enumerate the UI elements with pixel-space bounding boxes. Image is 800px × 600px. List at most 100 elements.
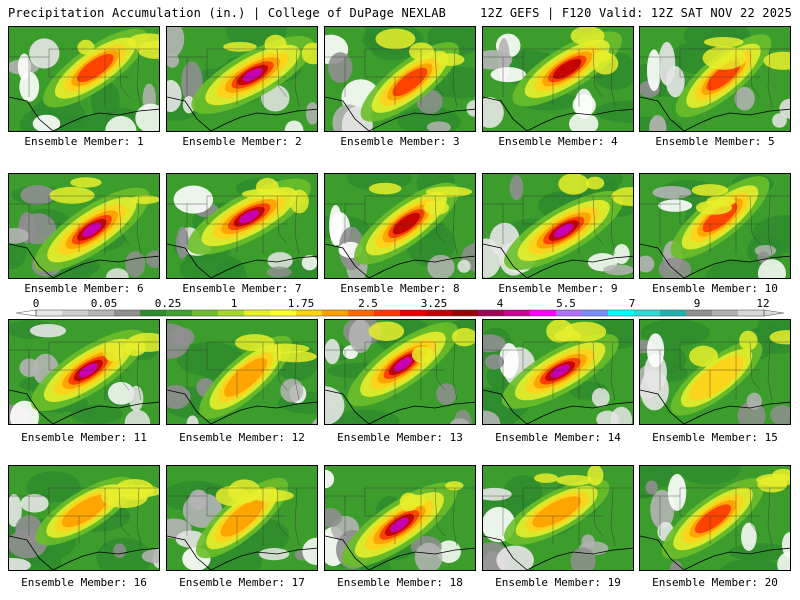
ensemble-member-label-16: Ensemble Member: 16 [21, 576, 147, 589]
precip-map-15 [640, 320, 790, 424]
colorbar-swatch [270, 310, 297, 316]
ensemble-panel-2 [166, 26, 318, 132]
ensemble-panel-15 [639, 319, 791, 425]
ensemble-panel-1 [8, 26, 160, 132]
ensemble-panel-5 [639, 26, 791, 132]
colorbar-tick-label: 5.5 [556, 297, 576, 310]
ensemble-member-label-17: Ensemble Member: 17 [179, 576, 305, 589]
ensemble-member-label-14: Ensemble Member: 14 [495, 431, 621, 444]
precip-map-2 [167, 27, 317, 131]
ensemble-member-label-2: Ensemble Member: 2 [182, 135, 302, 148]
precip-map-14 [483, 320, 633, 424]
ensemble-member-label-6: Ensemble Member: 6 [24, 282, 144, 295]
ensemble-panel-18 [324, 465, 476, 571]
colorbar-left-arrow [15, 309, 37, 317]
colorbar-swatch [166, 310, 193, 316]
ensemble-member-label-8: Ensemble Member: 8 [340, 282, 460, 295]
precip-map-3 [325, 27, 475, 131]
colorbar-tick-label: 2.5 [358, 297, 378, 310]
colorbar-swatch [426, 310, 453, 316]
precip-map-12 [167, 320, 317, 424]
ensemble-member-label-15: Ensemble Member: 15 [652, 431, 778, 444]
colorbar-swatch [192, 310, 219, 316]
run-valid-time: 12Z GEFS | F120 Valid: 12Z SAT NOV 22 20… [480, 6, 792, 20]
colorbar-swatch [530, 310, 557, 316]
ensemble-member-label-18: Ensemble Member: 18 [337, 576, 463, 589]
precip-map-8 [325, 174, 475, 278]
colorbar-swatch [218, 310, 245, 316]
colorbar-swatch [322, 310, 349, 316]
colorbar-swatch [686, 310, 713, 316]
colorbar-swatch [62, 310, 89, 316]
colorbar-tick-label: 9 [693, 297, 701, 310]
precip-map-18 [325, 466, 475, 570]
colorbar-swatch [296, 310, 323, 316]
colorbar-tick-label: 0.25 [154, 297, 182, 310]
ensemble-panel-16 [8, 465, 160, 571]
precip-colorbar [15, 309, 785, 317]
precip-map-7 [167, 174, 317, 278]
ensemble-member-label-20: Ensemble Member: 20 [652, 576, 778, 589]
colorbar-swatch [582, 310, 609, 316]
colorbar-swatch [556, 310, 583, 316]
precip-map-10 [640, 174, 790, 278]
ensemble-panel-10 [639, 173, 791, 279]
ensemble-member-label-12: Ensemble Member: 12 [179, 431, 305, 444]
precip-map-5 [640, 27, 790, 131]
ensemble-member-label-7: Ensemble Member: 7 [182, 282, 302, 295]
precip-map-11 [9, 320, 159, 424]
colorbar-tick-label: 3.25 [420, 297, 448, 310]
colorbar-tick-label: 12 [756, 297, 770, 310]
precip-map-17 [167, 466, 317, 570]
colorbar-swatch [504, 310, 531, 316]
ensemble-panel-19 [482, 465, 634, 571]
ensemble-panel-9 [482, 173, 634, 279]
precip-map-1 [9, 27, 159, 131]
ensemble-panel-4 [482, 26, 634, 132]
ensemble-member-label-11: Ensemble Member: 11 [21, 431, 147, 444]
chart-title: Precipitation Accumulation (in.) | Colle… [8, 6, 447, 20]
colorbar-swatch [478, 310, 505, 316]
precip-map-13 [325, 320, 475, 424]
colorbar-swatch [114, 310, 141, 316]
ensemble-panel-12 [166, 319, 318, 425]
colorbar-swatch [634, 310, 661, 316]
precip-map-19 [483, 466, 633, 570]
colorbar-swatch [452, 310, 479, 316]
ensemble-panel-13 [324, 319, 476, 425]
colorbar-swatch [36, 310, 63, 316]
ensemble-panel-8 [324, 173, 476, 279]
ensemble-member-label-9: Ensemble Member: 9 [498, 282, 618, 295]
ensemble-panel-11 [8, 319, 160, 425]
precip-map-20 [640, 466, 790, 570]
ensemble-panel-14 [482, 319, 634, 425]
ensemble-panel-17 [166, 465, 318, 571]
colorbar-tick-label: 1 [230, 297, 238, 310]
precip-map-16 [9, 466, 159, 570]
precip-map-9 [483, 174, 633, 278]
colorbar-tick-label: 1.75 [287, 297, 315, 310]
colorbar-swatch [348, 310, 375, 316]
colorbar-swatch [374, 310, 401, 316]
colorbar-tick-label: 7 [628, 297, 636, 310]
colorbar-swatch [738, 310, 765, 316]
colorbar-tick-label: 0.05 [90, 297, 118, 310]
ensemble-member-label-5: Ensemble Member: 5 [655, 135, 775, 148]
precip-map-6 [9, 174, 159, 278]
colorbar-tick-label: 4 [496, 297, 504, 310]
ensemble-panel-7 [166, 173, 318, 279]
colorbar-swatch [660, 310, 687, 316]
ensemble-member-label-19: Ensemble Member: 19 [495, 576, 621, 589]
ensemble-panel-6 [8, 173, 160, 279]
colorbar-swatch [244, 310, 271, 316]
colorbar-swatch [608, 310, 635, 316]
colorbar-swatch [712, 310, 739, 316]
colorbar-swatch [140, 310, 167, 316]
colorbar-tick-label: 0 [32, 297, 40, 310]
ensemble-member-label-4: Ensemble Member: 4 [498, 135, 618, 148]
colorbar-swatch [88, 310, 115, 316]
ensemble-member-label-10: Ensemble Member: 10 [652, 282, 778, 295]
ensemble-panel-20 [639, 465, 791, 571]
ensemble-member-label-3: Ensemble Member: 3 [340, 135, 460, 148]
precip-map-4 [483, 27, 633, 131]
